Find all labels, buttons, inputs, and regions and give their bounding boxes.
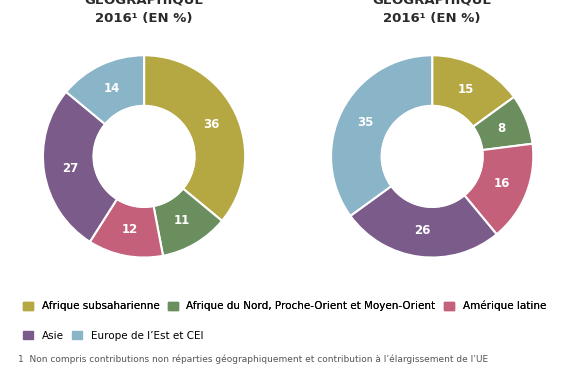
Text: 12: 12 (122, 223, 138, 236)
Text: 26: 26 (415, 224, 431, 237)
Text: 35: 35 (358, 116, 374, 129)
Text: 1  Non compris contributions non réparties géographiquement et contribution à l’: 1 Non compris contributions non répartie… (18, 355, 488, 364)
Wedge shape (350, 186, 497, 258)
Title: SECO BILATÉRAL
RÉPARTITION
GÉOGRAPHIQUE
2016¹ (EN %): SECO BILATÉRAL RÉPARTITION GÉOGRAPHIQUE … (370, 0, 495, 25)
Wedge shape (153, 189, 222, 256)
Legend: Asie, Europe de l’Est et CEI: Asie, Europe de l’Est et CEI (23, 331, 203, 341)
Text: 11: 11 (174, 214, 191, 227)
Text: 14: 14 (104, 82, 121, 95)
Wedge shape (144, 55, 245, 221)
Title: DDC BILATÉRAL
RÉPARTITION
GÉOGRAPHIQUE
2016¹ (EN %): DDC BILATÉRAL RÉPARTITION GÉOGRAPHIQUE 2… (84, 0, 204, 25)
Text: 36: 36 (203, 118, 220, 131)
Wedge shape (465, 144, 533, 234)
Circle shape (382, 106, 483, 207)
Wedge shape (432, 55, 514, 127)
Text: 8: 8 (497, 122, 506, 135)
Text: 16: 16 (493, 177, 510, 191)
Wedge shape (43, 92, 117, 242)
Wedge shape (473, 97, 533, 150)
Wedge shape (331, 55, 432, 216)
Text: 15: 15 (458, 83, 475, 96)
Wedge shape (90, 199, 163, 258)
Wedge shape (66, 55, 144, 124)
Legend: Afrique subsaharienne, Afrique du Nord, Proche-Orient et Moyen-Orient, Amérique : Afrique subsaharienne, Afrique du Nord, … (23, 301, 546, 311)
Circle shape (93, 106, 195, 207)
Text: 27: 27 (62, 162, 78, 174)
